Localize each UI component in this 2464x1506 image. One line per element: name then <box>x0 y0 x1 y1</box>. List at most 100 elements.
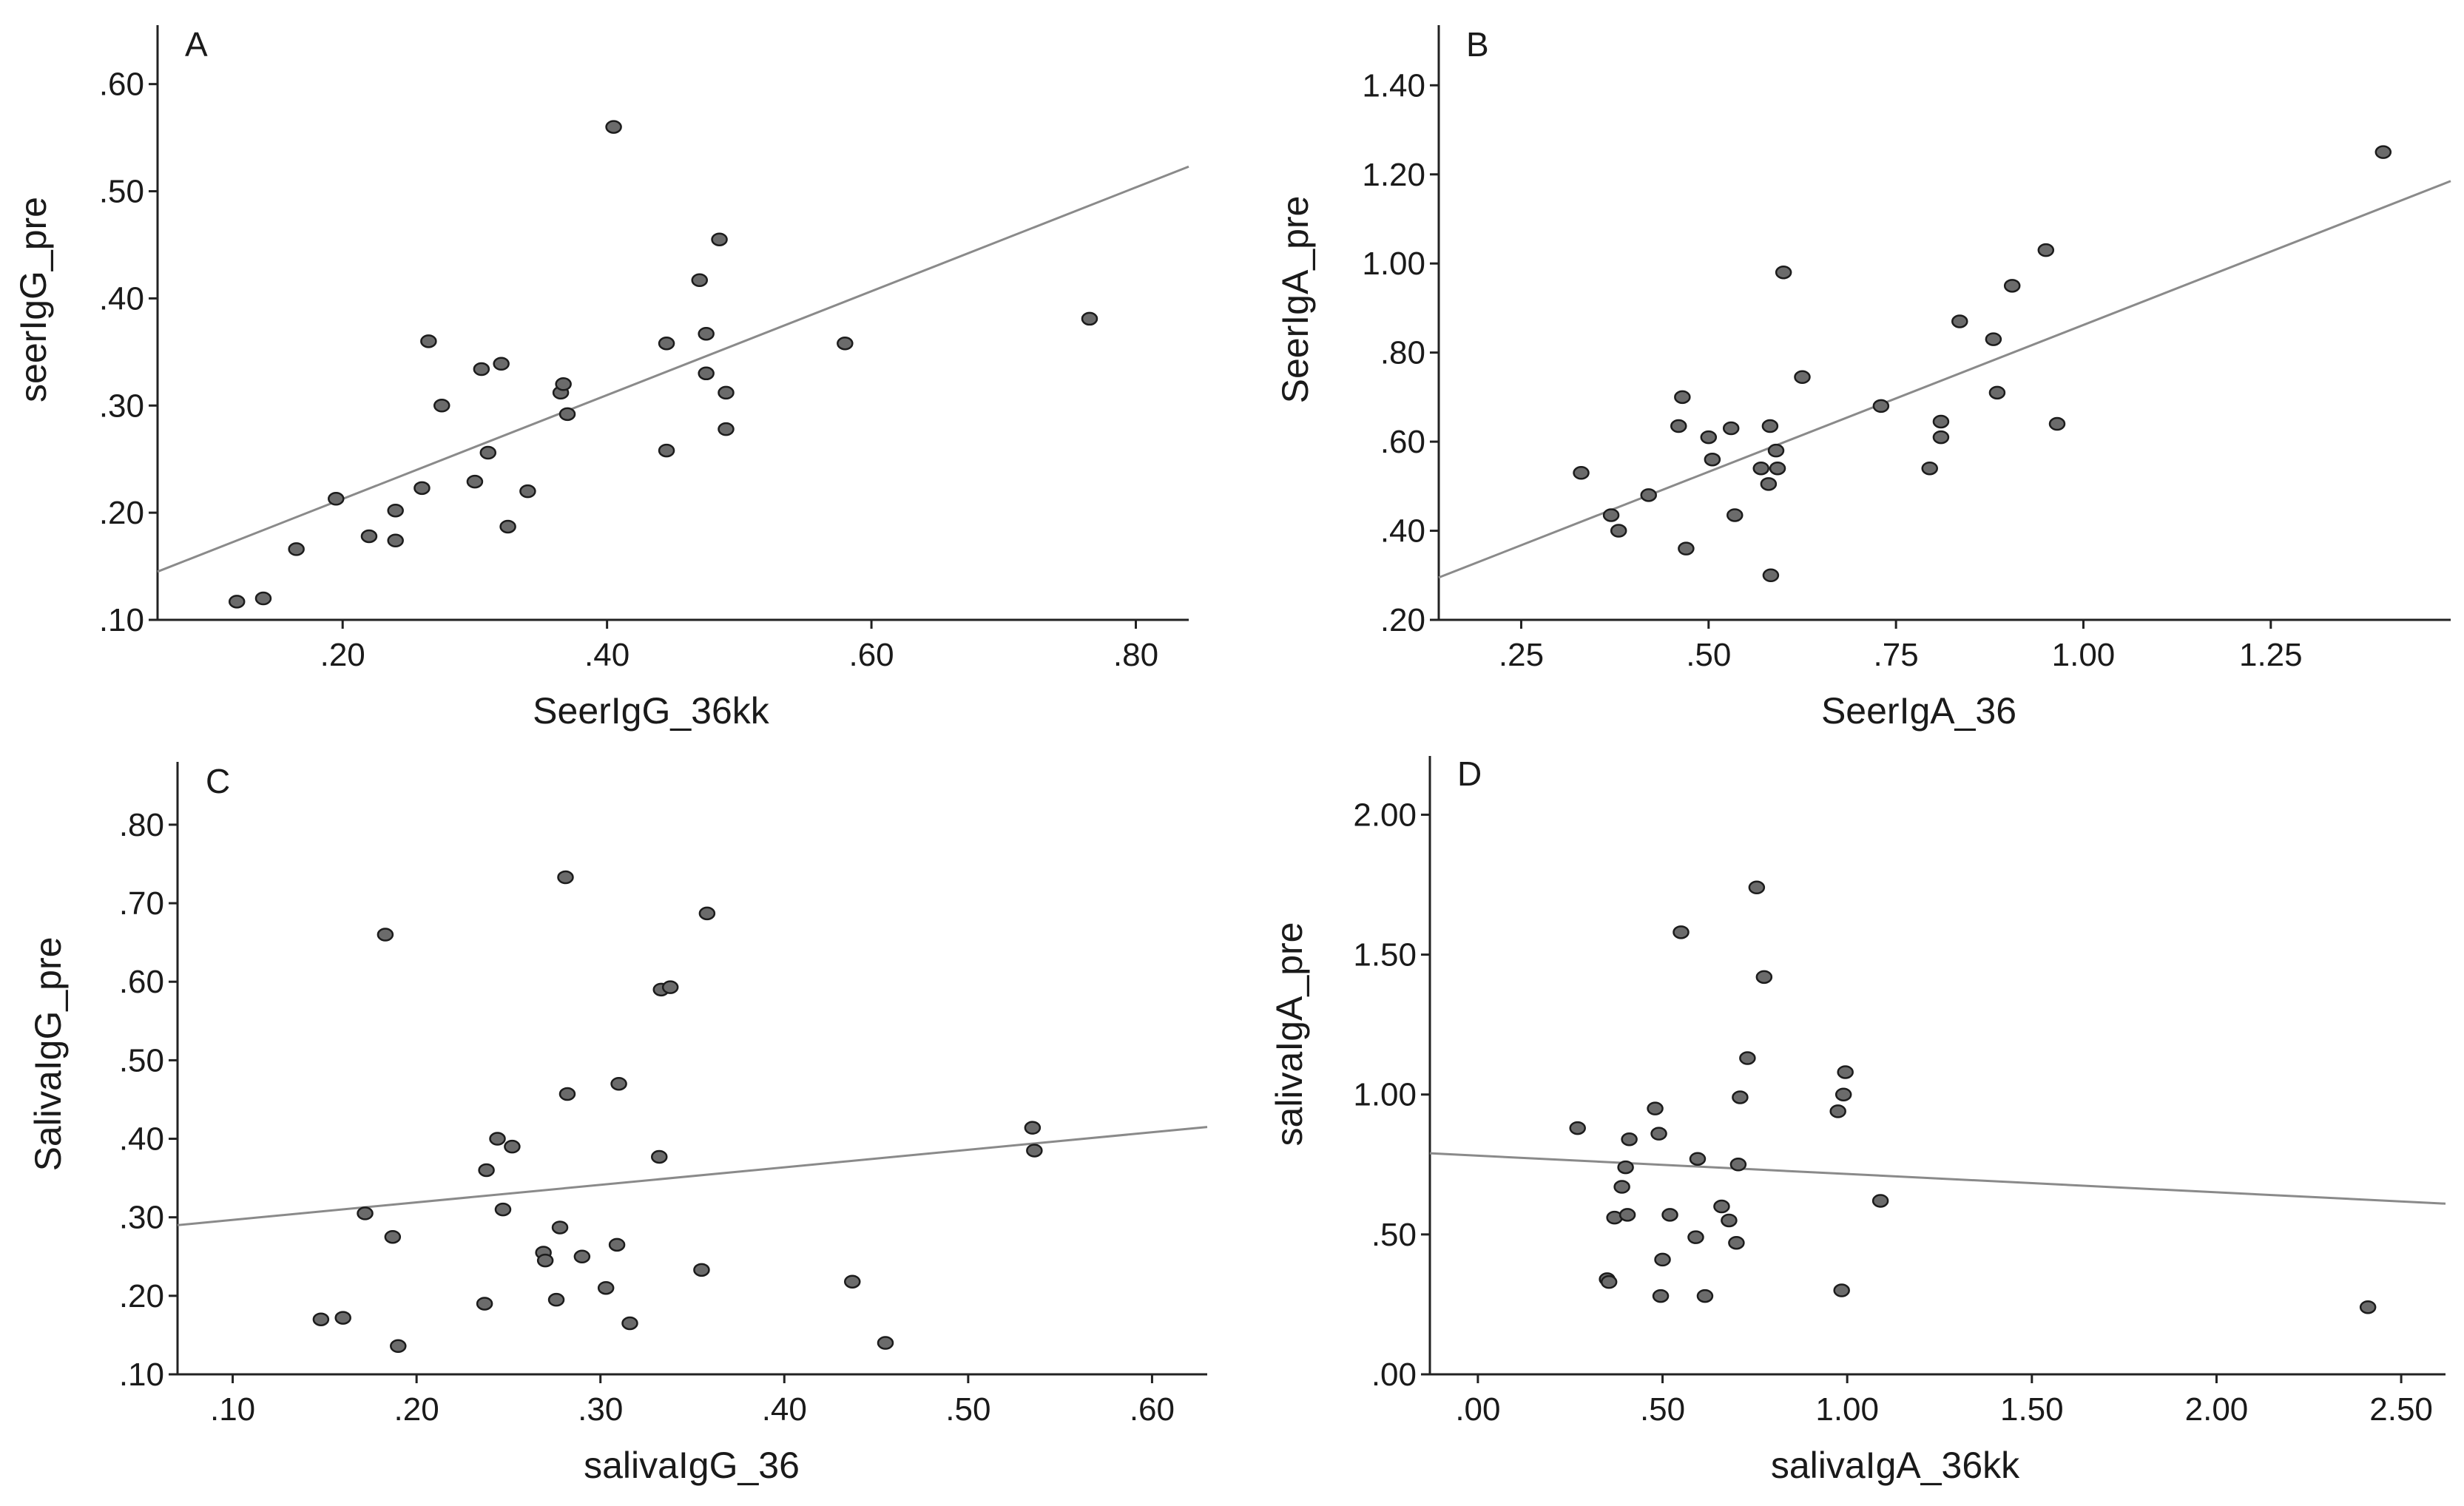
panel-a-data-point <box>519 484 536 499</box>
panel-b-y-tick-label: .60 <box>1380 424 1425 460</box>
panel-a-data-point <box>718 422 735 436</box>
panel-a-x-tick-label: .20 <box>320 637 365 673</box>
panel-a-data-point <box>473 362 490 376</box>
panel-a-data-point <box>658 336 675 351</box>
panel-a-y-tick-label: .20 <box>99 495 144 531</box>
panel-b-data-point <box>1573 466 1590 480</box>
panel-d-data-point <box>1871 1194 1889 1208</box>
panel-b-data-point <box>1722 421 1740 436</box>
panel-c-data-point <box>558 1087 576 1101</box>
panel-c-x-tick-label: .40 <box>762 1391 807 1428</box>
panel-d-y-tick-label: .50 <box>1371 1217 1417 1253</box>
panel-a-data-point <box>479 445 497 460</box>
panel-c-data-point <box>384 1229 402 1244</box>
panel-d-data-point <box>1728 1235 1745 1250</box>
panel-b-data-point <box>1670 419 1687 433</box>
panel-a-data-point <box>228 595 246 609</box>
panel-a-fit-line <box>157 165 1189 573</box>
panel-b-x-tick-label: 1.25 <box>2239 637 2303 673</box>
panel-c-data-point <box>844 1274 861 1289</box>
panel-a-y-tick-label: .10 <box>99 602 144 638</box>
panel-b-data-point <box>1932 414 1950 429</box>
panel-c-letter: C <box>206 762 230 800</box>
panel-d-y-tick-label: .00 <box>1371 1357 1417 1393</box>
panel-c-data-point <box>557 870 574 885</box>
panel-c-data-point <box>489 1132 506 1146</box>
panel-c-data-point <box>551 1220 569 1235</box>
panel-b-data-point <box>2003 279 2021 293</box>
panel-b-data-point <box>1727 508 1744 522</box>
panel-a-data-point <box>288 542 305 556</box>
panel-a-data-point <box>433 399 450 413</box>
panel-a-data-point <box>420 334 437 348</box>
panel-b-data-point <box>1775 265 1792 280</box>
panel-d-data-point <box>1829 1104 1846 1118</box>
panel-b-data-point <box>1988 385 2006 400</box>
panel-d-x-tick-label: .00 <box>1455 1391 1500 1428</box>
panel-a-y-tick-label: .40 <box>99 280 144 317</box>
panel-b-data-point <box>2037 243 2055 257</box>
panel-b-data-point <box>1932 430 1950 445</box>
panel-b-data-point <box>1951 314 1968 328</box>
panel-d-data-point <box>1673 925 1690 939</box>
panel-a: A SeerIgG_36kk seerIgG_pre .10 .20 .30 .40.… <box>13 25 1189 732</box>
panel-a-letter: A <box>185 25 208 64</box>
panel-c-y-tick-label: .40 <box>119 1121 164 1158</box>
panel-a-data-point <box>387 503 404 518</box>
panel-d-x-tick-label: 2.50 <box>2369 1391 2433 1428</box>
panel-a-data-point <box>555 377 572 391</box>
panel-d-data-point <box>1721 1213 1738 1228</box>
panel-c-x-axis-label: salivaIgG_36 <box>584 1445 800 1486</box>
panel-c-data-point <box>1026 1144 1043 1158</box>
panel-a-data-point <box>1081 311 1098 326</box>
panel-b-x-tick-label: .25 <box>1499 637 1544 673</box>
panel-c-data-point <box>312 1312 330 1326</box>
panel-d-data-point <box>1647 1101 1664 1115</box>
panel-c-y-tick-label: .50 <box>119 1042 164 1078</box>
panel-c-y-tick-label: .70 <box>119 885 164 922</box>
panel-a-data-point <box>328 492 345 506</box>
panel-a-data-point <box>360 529 378 544</box>
panel-d-data-point <box>2359 1300 2377 1314</box>
panel-c-data-point <box>573 1249 591 1264</box>
panel-d-data-point <box>1661 1208 1678 1222</box>
panel-b-y-axis-label: SeerIgA_pre <box>1275 196 1316 404</box>
panel-c-data-point <box>504 1139 521 1154</box>
panel-c-data-point <box>651 1149 668 1164</box>
panel-c-data-point <box>621 1316 638 1331</box>
panel-d-data-point <box>1600 1274 1618 1289</box>
panel-c-x-tick-label: .60 <box>1130 1391 1175 1428</box>
panel-b-data-point <box>1610 524 1627 538</box>
panel-c-x-tick-label: .20 <box>394 1391 439 1428</box>
panel-c-data-point <box>877 1336 894 1350</box>
panel-b-data-point <box>1767 443 1785 458</box>
panel-b-data-point <box>1769 461 1786 476</box>
panel-b-data-point <box>1700 430 1718 445</box>
panel-d-data-point <box>1619 1208 1636 1222</box>
panel-a-data-point <box>691 273 708 288</box>
panel-a-data-point <box>698 326 715 341</box>
panel-c-data-point <box>1024 1121 1042 1135</box>
panel-d-data-point <box>1739 1051 1756 1065</box>
panel-a-data-point <box>558 407 576 422</box>
panel-b-x-tick-label: 1.00 <box>2052 637 2116 673</box>
panel-d-data-point <box>1652 1289 1670 1303</box>
panel-c-data-point <box>597 1280 615 1295</box>
panel-a-data-point <box>658 443 675 458</box>
panel-c-y-tick-label: .30 <box>119 1200 164 1236</box>
panel-c-data-point <box>494 1202 512 1217</box>
panel-b-data-point <box>1872 399 1890 413</box>
panel-a-y-axis-label: seerIgG_pre <box>13 197 54 402</box>
panel-c-data-point <box>377 928 394 942</box>
panel-b-data-point <box>1602 508 1620 522</box>
panel-b-data-point <box>1678 541 1695 556</box>
panel-c-data-point <box>476 1297 493 1311</box>
panel-c-data-point <box>536 1253 554 1268</box>
panel-d-fit-line <box>1429 1152 2446 1205</box>
panel-d-letter: D <box>1457 754 1482 793</box>
panel-b-data-point <box>2374 145 2392 159</box>
panel-d-data-point <box>1617 1160 1634 1175</box>
panel-b-data-point <box>1761 419 1779 433</box>
